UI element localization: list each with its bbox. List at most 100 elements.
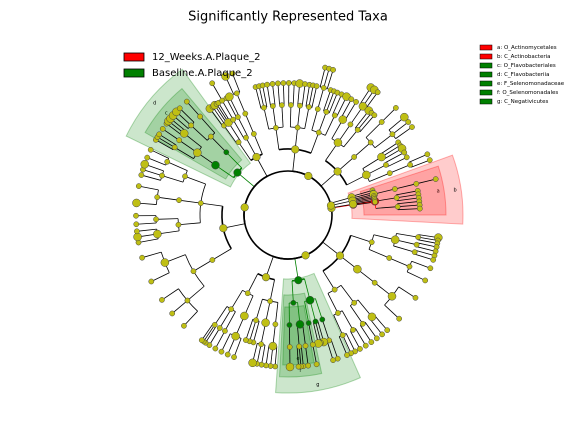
taxa-label: a: O_Actinomycetales	[497, 45, 557, 51]
taxon-node	[314, 339, 323, 348]
taxon-node	[132, 198, 141, 208]
tree-edge	[212, 106, 226, 125]
taxon-node	[405, 119, 412, 125]
taxon-node	[222, 328, 228, 334]
tree-edge	[256, 344, 262, 364]
taxon-node	[179, 129, 189, 138]
tree-edge	[350, 235, 372, 243]
taxa-swatch	[479, 53, 493, 60]
taxon-node	[171, 144, 178, 151]
tree-edge	[158, 133, 177, 146]
tree-edge	[300, 346, 304, 367]
taxon-node	[426, 157, 433, 163]
taxon-node	[424, 151, 431, 158]
taxon-node	[269, 81, 276, 87]
taxon-node	[261, 273, 271, 282]
taxon-node	[359, 320, 366, 327]
taxa-swatch	[479, 80, 493, 87]
tree-edge	[301, 84, 306, 106]
tree-edge	[414, 253, 434, 261]
taxon-node	[133, 212, 139, 219]
tree-edge	[375, 206, 398, 209]
tree-edge	[312, 344, 317, 365]
taxon-node	[208, 133, 214, 140]
taxon-node	[160, 258, 170, 267]
taxon-node	[372, 199, 378, 205]
taxon-node	[295, 363, 302, 370]
taxon-node	[409, 124, 415, 130]
taxon-node	[267, 298, 273, 305]
legend-swatch	[123, 68, 145, 78]
taxon-node	[176, 137, 183, 144]
tree-edge	[355, 328, 367, 346]
taxon-node	[261, 318, 270, 327]
taxon-node	[368, 339, 375, 345]
taxon-node	[258, 341, 264, 348]
tree-edge	[275, 127, 280, 150]
taxon-node	[240, 203, 249, 212]
taxon-node	[225, 92, 234, 101]
tree-edge	[215, 330, 226, 349]
taxon-node	[338, 115, 348, 124]
tree-edge	[416, 242, 437, 248]
taxa-swatch	[479, 62, 493, 69]
taxon-node	[412, 294, 419, 301]
clade-letter: a	[437, 189, 440, 195]
clade-sector	[275, 272, 362, 394]
taxon-node	[176, 105, 183, 112]
taxon-node	[275, 80, 281, 87]
tree-edge	[302, 323, 306, 346]
taxon-node	[264, 81, 270, 88]
tree-edge	[417, 239, 438, 244]
taxon-node	[291, 145, 300, 154]
tree-edge	[179, 108, 195, 123]
tree-edge	[245, 319, 254, 341]
tree-edge	[416, 178, 436, 185]
tree-edge	[395, 126, 413, 139]
tree-edge	[224, 311, 236, 332]
tree-edge	[249, 320, 257, 342]
taxon-node	[377, 152, 386, 162]
tree-edge	[174, 147, 194, 159]
tree-edge	[178, 222, 201, 226]
tree-edge	[167, 161, 188, 171]
tree-edge	[147, 157, 166, 166]
tree-edge	[221, 333, 231, 352]
tree-edge	[368, 249, 390, 259]
taxon-node	[197, 113, 203, 120]
tree-edge	[142, 169, 163, 176]
taxon-node	[315, 129, 322, 136]
taxon-node	[326, 201, 336, 210]
tree-edge	[311, 108, 319, 131]
taxon-node	[216, 325, 223, 331]
tree-edge	[384, 304, 400, 319]
tree-edge	[236, 93, 246, 114]
tree-edge	[325, 91, 335, 113]
taxon-node	[133, 232, 142, 242]
taxon-node	[320, 85, 327, 91]
tree-edge	[187, 285, 205, 301]
tree-edge	[162, 128, 180, 141]
taxon-node	[252, 152, 261, 162]
taxon-node	[353, 264, 362, 274]
tree-edge	[291, 280, 294, 303]
tree-edge	[296, 324, 300, 347]
tree-edge	[389, 164, 411, 174]
taxon-node	[156, 131, 163, 138]
tree-edge	[238, 141, 252, 161]
taxon-node	[350, 327, 356, 333]
tree-edge	[392, 121, 409, 135]
taxon-node	[379, 331, 385, 338]
taxon-node	[386, 170, 393, 177]
taxon-node	[164, 158, 171, 165]
taxon-node	[396, 315, 403, 322]
tree-edge	[333, 314, 344, 336]
tree-edge	[237, 116, 249, 137]
taxa-label: f: O_Selenomonadales	[497, 90, 558, 96]
tree-edge	[350, 331, 361, 350]
tree-edge	[397, 208, 420, 211]
tree-edge	[343, 129, 358, 148]
taxon-node	[358, 102, 368, 111]
taxon-node	[319, 316, 326, 323]
tree-edge	[201, 323, 214, 341]
